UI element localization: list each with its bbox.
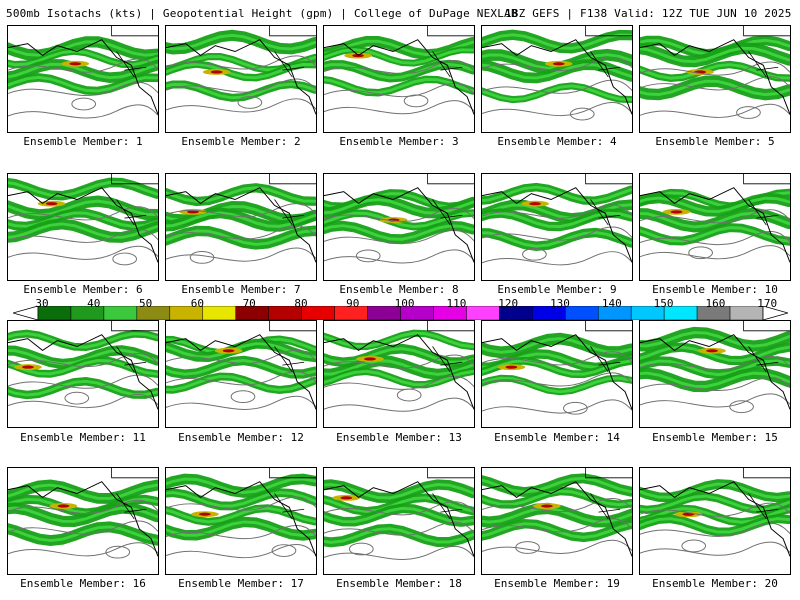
ensemble-panel-17 xyxy=(165,467,317,575)
isotach-map xyxy=(8,26,158,119)
colorbar-tick-label: 30 xyxy=(35,297,49,310)
ensemble-caption-18: Ensemble Member: 18 xyxy=(336,577,462,590)
isotach-map xyxy=(640,174,790,263)
isotach-map xyxy=(166,468,316,559)
isotach-map xyxy=(482,174,632,266)
isotach-map xyxy=(324,468,474,560)
ensemble-caption-5: Ensemble Member: 5 xyxy=(655,135,775,148)
ensemble-panel-11 xyxy=(7,320,159,428)
colorbar-tick-label: 70 xyxy=(242,297,256,310)
colorbar xyxy=(13,306,788,320)
ensemble-caption-10: Ensemble Member: 10 xyxy=(652,283,778,296)
ensemble-caption-15: Ensemble Member: 15 xyxy=(652,431,778,444)
colorbar-tick-label: 60 xyxy=(190,297,205,310)
ensemble-panel-20 xyxy=(639,467,791,575)
colorbar-tick-label: 50 xyxy=(138,297,153,310)
ensemble-panel-3 xyxy=(323,25,475,133)
ensemble-panel-9 xyxy=(481,173,633,281)
ensemble-panel-2 xyxy=(165,25,317,133)
ensemble-caption-20: Ensemble Member: 20 xyxy=(652,577,778,590)
colorbar-swatch xyxy=(103,306,138,320)
colorbar-tick-label: 40 xyxy=(87,297,101,310)
colorbar-tick-label: 170 xyxy=(757,297,778,310)
colorbar-tick-label: 140 xyxy=(601,297,622,310)
header-run-info: 18Z GEFS | F138 Valid: 12Z TUE JUN 10 20… xyxy=(505,7,792,20)
header-title: 500mb Isotachs (kts) | Geopotential Heig… xyxy=(6,7,518,20)
ensemble-panel-5 xyxy=(639,25,791,133)
colorbar-tick-label: 80 xyxy=(294,297,308,310)
ensemble-caption-19: Ensemble Member: 19 xyxy=(494,577,620,590)
ensemble-caption-1: Ensemble Member: 1 xyxy=(23,135,143,148)
ensemble-caption-17: Ensemble Member: 17 xyxy=(178,577,304,590)
ensemble-caption-7: Ensemble Member: 7 xyxy=(181,283,301,296)
isotach-map xyxy=(8,174,158,266)
isotach-map xyxy=(166,174,316,264)
isotach-map xyxy=(482,26,632,121)
ensemble-caption-16: Ensemble Member: 16 xyxy=(20,577,146,590)
colorbar-tick-label: 130 xyxy=(550,297,570,310)
ensemble-panel-16 xyxy=(7,467,159,575)
isotach-map xyxy=(640,321,790,414)
isotach-map xyxy=(482,468,632,557)
isotach-map xyxy=(166,321,316,410)
isotach-map xyxy=(640,468,790,557)
isotach-map xyxy=(166,26,316,115)
ensemble-panel-19 xyxy=(481,467,633,575)
ensemble-panel-13 xyxy=(323,320,475,428)
ensemble-panel-12 xyxy=(165,320,317,428)
colorbar-tick-label: 90 xyxy=(346,297,360,310)
colorbar-swatch xyxy=(565,306,599,320)
ensemble-panel-4 xyxy=(481,25,633,133)
ensemble-caption-8: Ensemble Member: 8 xyxy=(339,283,459,296)
isotach-map xyxy=(640,26,790,119)
isotach-map xyxy=(324,174,474,264)
ensemble-caption-6: Ensemble Member: 6 xyxy=(23,283,143,296)
ensemble-panel-14 xyxy=(481,320,633,428)
ensemble-panel-8 xyxy=(323,173,475,281)
colorbar-tick-label: 120 xyxy=(498,297,519,310)
colorbar-tick-label: 150 xyxy=(653,297,674,310)
ensemble-caption-14: Ensemble Member: 14 xyxy=(494,431,620,444)
isotach-map xyxy=(324,321,474,412)
ensemble-panel-10 xyxy=(639,173,791,281)
isotach-map xyxy=(482,321,632,415)
ensemble-caption-2: Ensemble Member: 2 xyxy=(181,135,301,148)
isotach-map xyxy=(324,26,474,115)
ensemble-caption-9: Ensemble Member: 9 xyxy=(497,283,617,296)
ensemble-panel-1 xyxy=(7,25,159,133)
colorbar-tick-label: 160 xyxy=(705,297,726,310)
colorbar-swatch xyxy=(202,306,236,320)
colorbar-tick-label: 100 xyxy=(394,297,415,310)
ensemble-panel-18 xyxy=(323,467,475,575)
ensemble-panel-15 xyxy=(639,320,791,428)
isotach-map xyxy=(8,321,158,410)
isotach-map xyxy=(8,468,158,559)
colorbar-tick-label: 110 xyxy=(446,297,467,310)
ensemble-caption-11: Ensemble Member: 11 xyxy=(20,431,146,444)
ensemble-panel-6 xyxy=(7,173,159,281)
ensemble-panel-7 xyxy=(165,173,317,281)
ensemble-caption-4: Ensemble Member: 4 xyxy=(497,135,617,148)
ensemble-caption-12: Ensemble Member: 12 xyxy=(178,431,304,444)
colorbar-swatch xyxy=(466,306,500,320)
ensemble-caption-13: Ensemble Member: 13 xyxy=(336,431,462,444)
ensemble-caption-3: Ensemble Member: 3 xyxy=(339,135,459,148)
